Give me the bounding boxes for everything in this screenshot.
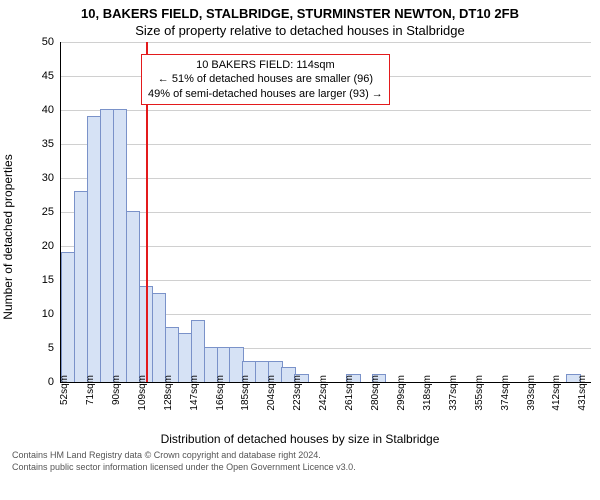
- copyright-line-1: Contains HM Land Registry data © Crown c…: [12, 450, 592, 462]
- y-tick-label: 0: [48, 376, 54, 388]
- annotation-line: 49% of semi-detached houses are larger (…: [148, 87, 383, 101]
- page-subtitle: Size of property relative to detached ho…: [0, 21, 600, 42]
- annotation-line: ← 51% of detached houses are smaller (96…: [148, 72, 383, 86]
- y-tick-label: 15: [42, 274, 54, 286]
- copyright-line-2: Contains public sector information licen…: [12, 462, 592, 474]
- x-tick-label: 412sqm: [551, 375, 562, 411]
- grid-line: [61, 110, 591, 111]
- y-axis-label: Number of detached properties: [1, 154, 15, 319]
- x-tick-label: 147sqm: [189, 375, 200, 411]
- x-tick-label: 204sqm: [266, 375, 277, 411]
- x-tick-label: 318sqm: [422, 375, 433, 411]
- x-tick-label: 223sqm: [292, 375, 303, 411]
- x-tick-label: 52sqm: [59, 375, 70, 405]
- x-tick-label: 299sqm: [396, 375, 407, 411]
- annotation-box: 10 BAKERS FIELD: 114sqm← 51% of detached…: [141, 54, 390, 105]
- grid-line: [61, 280, 591, 281]
- x-tick-label: 90sqm: [111, 375, 122, 405]
- x-tick-label: 128sqm: [163, 375, 174, 411]
- y-tick-label: 40: [42, 104, 54, 116]
- grid-line: [61, 42, 591, 43]
- annotation-line: 10 BAKERS FIELD: 114sqm: [148, 58, 383, 72]
- x-tick-label: 185sqm: [240, 375, 251, 411]
- x-tick-label: 166sqm: [215, 375, 226, 411]
- grid-line: [61, 246, 591, 247]
- x-tick-label: 393sqm: [526, 375, 537, 411]
- x-tick-label: 355sqm: [474, 375, 485, 411]
- chart-area: Number of detached properties 52sqm71sqm…: [20, 42, 590, 432]
- grid-line: [61, 144, 591, 145]
- copyright-block: Contains HM Land Registry data © Crown c…: [0, 446, 600, 473]
- x-tick-label: 71sqm: [85, 375, 96, 405]
- x-axis-label: Distribution of detached houses by size …: [0, 432, 600, 446]
- page: 10, BAKERS FIELD, STALBRIDGE, STURMINSTE…: [0, 0, 600, 500]
- x-tick-label: 242sqm: [318, 375, 329, 411]
- grid-line: [61, 178, 591, 179]
- y-tick-label: 45: [42, 70, 54, 82]
- x-tick-label: 374sqm: [500, 375, 511, 411]
- y-tick-label: 50: [42, 36, 54, 48]
- y-tick-label: 5: [48, 342, 54, 354]
- plot-region: 52sqm71sqm90sqm109sqm128sqm147sqm166sqm1…: [60, 42, 591, 383]
- y-tick-label: 20: [42, 240, 54, 252]
- x-tick-label: 337sqm: [448, 375, 459, 411]
- x-tick-label: 431sqm: [577, 375, 588, 411]
- page-title: 10, BAKERS FIELD, STALBRIDGE, STURMINSTE…: [0, 0, 600, 21]
- y-tick-container: 05101520253035404550: [20, 42, 60, 432]
- y-tick-label: 35: [42, 138, 54, 150]
- y-tick-label: 25: [42, 206, 54, 218]
- grid-line: [61, 212, 591, 213]
- y-tick-label: 10: [42, 308, 54, 320]
- x-tick-label: 280sqm: [370, 375, 381, 411]
- y-tick-label: 30: [42, 172, 54, 184]
- x-tick-label: 261sqm: [344, 375, 355, 411]
